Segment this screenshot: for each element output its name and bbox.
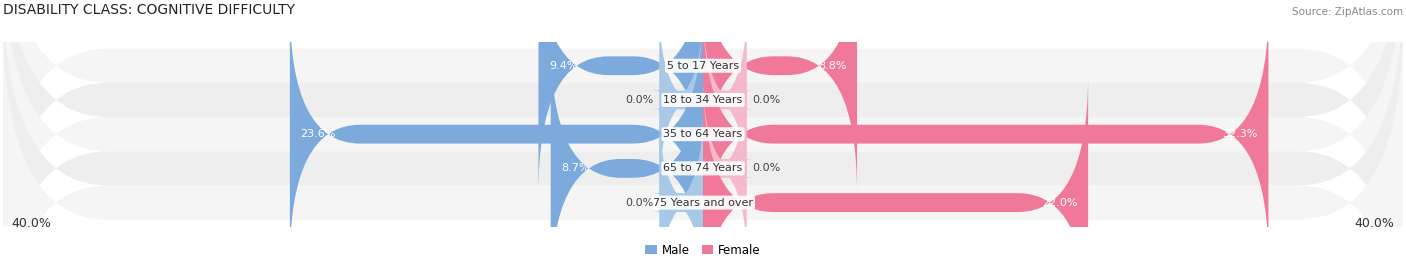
Text: 9.4%: 9.4% — [548, 61, 578, 71]
FancyBboxPatch shape — [538, 0, 703, 193]
Legend: Male, Female: Male, Female — [641, 239, 765, 261]
Text: 22.0%: 22.0% — [1042, 198, 1077, 208]
Text: 8.7%: 8.7% — [561, 163, 589, 174]
Text: 5 to 17 Years: 5 to 17 Years — [666, 61, 740, 71]
FancyBboxPatch shape — [703, 75, 1088, 269]
FancyBboxPatch shape — [3, 15, 1403, 269]
Text: Source: ZipAtlas.com: Source: ZipAtlas.com — [1292, 7, 1403, 17]
Text: DISABILITY CLASS: COGNITIVE DIFFICULTY: DISABILITY CLASS: COGNITIVE DIFFICULTY — [3, 3, 295, 17]
FancyBboxPatch shape — [695, 7, 755, 193]
Text: 0.0%: 0.0% — [752, 95, 780, 105]
FancyBboxPatch shape — [551, 41, 703, 269]
Text: 40.0%: 40.0% — [11, 217, 52, 230]
Text: 0.0%: 0.0% — [752, 163, 780, 174]
FancyBboxPatch shape — [3, 0, 1403, 269]
FancyBboxPatch shape — [3, 0, 1403, 254]
Text: 8.8%: 8.8% — [818, 61, 846, 71]
Text: 23.6%: 23.6% — [301, 129, 336, 139]
FancyBboxPatch shape — [651, 7, 711, 193]
Text: 75 Years and over: 75 Years and over — [652, 198, 754, 208]
FancyBboxPatch shape — [695, 75, 755, 262]
FancyBboxPatch shape — [3, 0, 1403, 269]
Text: 0.0%: 0.0% — [626, 95, 654, 105]
FancyBboxPatch shape — [3, 0, 1403, 269]
Text: 35 to 64 Years: 35 to 64 Years — [664, 129, 742, 139]
FancyBboxPatch shape — [651, 109, 711, 269]
FancyBboxPatch shape — [290, 7, 703, 262]
Text: 18 to 34 Years: 18 to 34 Years — [664, 95, 742, 105]
Text: 32.3%: 32.3% — [1223, 129, 1258, 139]
FancyBboxPatch shape — [703, 7, 1268, 262]
Text: 65 to 74 Years: 65 to 74 Years — [664, 163, 742, 174]
Text: 40.0%: 40.0% — [1354, 217, 1395, 230]
FancyBboxPatch shape — [703, 0, 858, 193]
Text: 0.0%: 0.0% — [626, 198, 654, 208]
